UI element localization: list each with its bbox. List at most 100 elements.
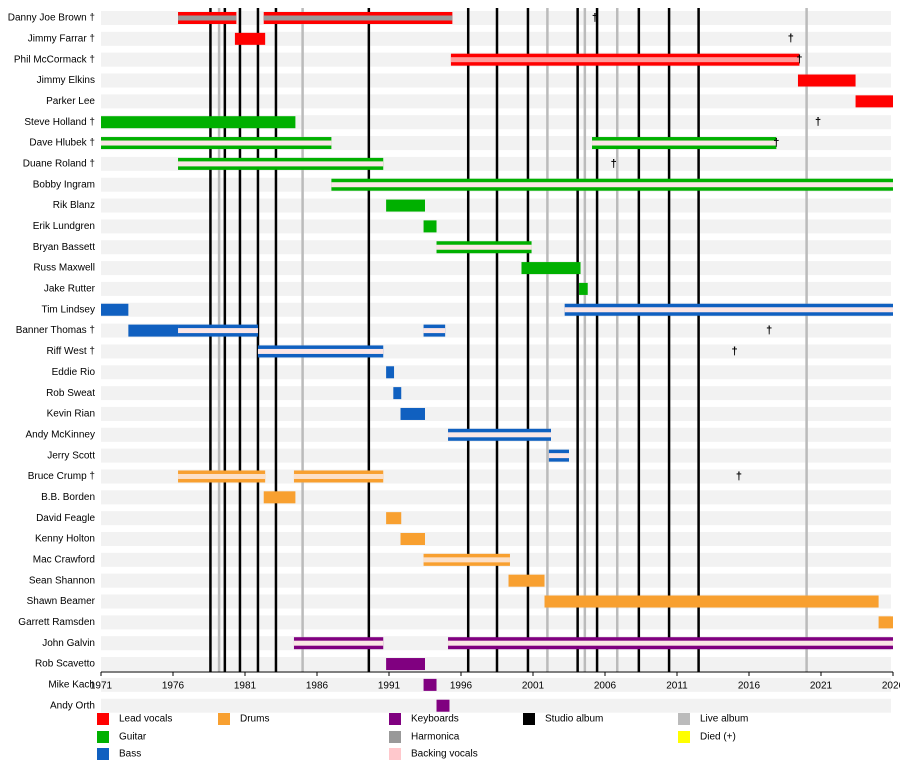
member-name: Steve Holland † xyxy=(24,117,95,128)
membership-bar xyxy=(436,241,532,254)
membership-bar xyxy=(448,637,893,650)
member-name: David Feagle xyxy=(36,513,95,524)
member-name: Tim Lindsey xyxy=(41,304,95,315)
member-name: Jake Rutter xyxy=(44,284,96,295)
bar-body xyxy=(436,699,450,712)
legend-label: Died (+) xyxy=(700,732,736,743)
bar-stripe xyxy=(592,140,777,146)
membership-bar xyxy=(263,491,296,504)
bar-stripe xyxy=(293,640,384,646)
x-tick-label: 2021 xyxy=(810,681,833,692)
membership-bar xyxy=(293,637,384,650)
bar-body xyxy=(400,407,425,420)
membership-bar xyxy=(331,178,893,191)
bar-body xyxy=(855,95,893,108)
member-name: Bobby Ingram xyxy=(33,179,95,190)
bar-stripe xyxy=(257,348,384,354)
membership-bar xyxy=(592,137,777,150)
membership-bar xyxy=(234,32,266,45)
member-name: Jimmy Farrar † xyxy=(28,33,95,44)
bar-body xyxy=(263,491,296,504)
member-name: Danny Joe Brown † xyxy=(8,13,95,24)
membership-bar xyxy=(400,533,425,545)
member-name: Phil McCormack † xyxy=(14,54,95,65)
membership-bar xyxy=(423,678,437,691)
x-tick-label: 1976 xyxy=(162,681,185,692)
legend-swatch xyxy=(218,713,230,725)
legend-label: Studio album xyxy=(545,714,603,725)
membership-bar xyxy=(521,262,581,275)
bar-body xyxy=(423,220,437,233)
legend-swatch xyxy=(678,713,690,725)
membership-bar xyxy=(423,220,437,233)
membership-bar xyxy=(423,553,510,566)
member-name: Andy McKinney xyxy=(26,429,95,440)
legend-label: Backing vocals xyxy=(411,749,478,760)
died-marker: † xyxy=(736,470,742,482)
member-name: John Galvin xyxy=(42,638,95,649)
legend-label: Harmonica xyxy=(411,732,460,743)
x-tick-label: 1971 xyxy=(90,681,113,692)
row-band xyxy=(101,698,891,713)
member-name: Rik Blanz xyxy=(53,200,95,211)
membership-bar xyxy=(101,116,296,129)
bar-body xyxy=(386,199,425,212)
membership-bar xyxy=(579,282,588,295)
bar-body xyxy=(128,324,179,337)
x-tick-label: 2001 xyxy=(522,681,545,692)
membership-bar xyxy=(508,574,545,587)
membership-bar xyxy=(386,512,402,525)
x-tick-label: 1981 xyxy=(234,681,257,692)
legend-swatch xyxy=(389,731,401,743)
bar-stripe xyxy=(423,557,510,563)
membership-bar xyxy=(564,303,893,316)
bar-stripe xyxy=(101,140,332,146)
row-band xyxy=(101,677,891,692)
member-name: Garrett Ramsden xyxy=(18,617,95,628)
x-tick-label: 1991 xyxy=(378,681,401,692)
legend-label: Lead vocals xyxy=(119,714,172,725)
bar-body xyxy=(544,595,879,608)
bar-stripe xyxy=(331,182,893,188)
membership-bar xyxy=(178,157,384,170)
bar-stripe xyxy=(178,161,384,167)
legend-swatch xyxy=(678,731,690,743)
bar-body xyxy=(521,262,581,275)
membership-bar xyxy=(448,428,551,441)
member-name: Parker Lee xyxy=(46,96,95,107)
died-marker: † xyxy=(592,12,598,24)
membership-bar xyxy=(393,387,402,400)
member-name: Eddie Rio xyxy=(52,367,96,378)
member-name: Mac Crawford xyxy=(33,554,95,565)
died-marker: † xyxy=(796,54,802,66)
membership-bar xyxy=(423,324,446,337)
bar-stripe xyxy=(263,15,453,21)
x-tick-label: 2011 xyxy=(666,681,688,692)
membership-bar xyxy=(386,658,425,671)
membership-bar xyxy=(797,74,856,87)
membership-bar xyxy=(544,595,879,608)
member-name: Jimmy Elkins xyxy=(37,75,95,86)
bar-stripe xyxy=(450,57,800,63)
member-name: Jerry Scott xyxy=(47,450,95,461)
member-name: Rob Sweat xyxy=(46,388,95,399)
legend-swatch xyxy=(97,731,109,743)
died-marker: † xyxy=(815,116,821,128)
legend-swatch xyxy=(389,748,401,760)
bar-stripe xyxy=(293,473,384,479)
member-name: Duane Roland † xyxy=(23,159,95,170)
died-marker: † xyxy=(773,137,779,149)
membership-bar xyxy=(400,407,425,420)
bar-body xyxy=(101,116,296,129)
membership-bar xyxy=(293,470,384,483)
bar-body xyxy=(386,366,395,379)
membership-bar xyxy=(450,53,800,66)
legend-swatch xyxy=(97,713,109,725)
member-name: Russ Maxwell xyxy=(33,263,95,274)
bar-body xyxy=(393,387,402,400)
bar-stripe xyxy=(448,640,893,646)
membership-bar xyxy=(386,199,425,212)
member-name: Bryan Bassett xyxy=(33,242,95,253)
bar-stripe xyxy=(448,432,551,438)
